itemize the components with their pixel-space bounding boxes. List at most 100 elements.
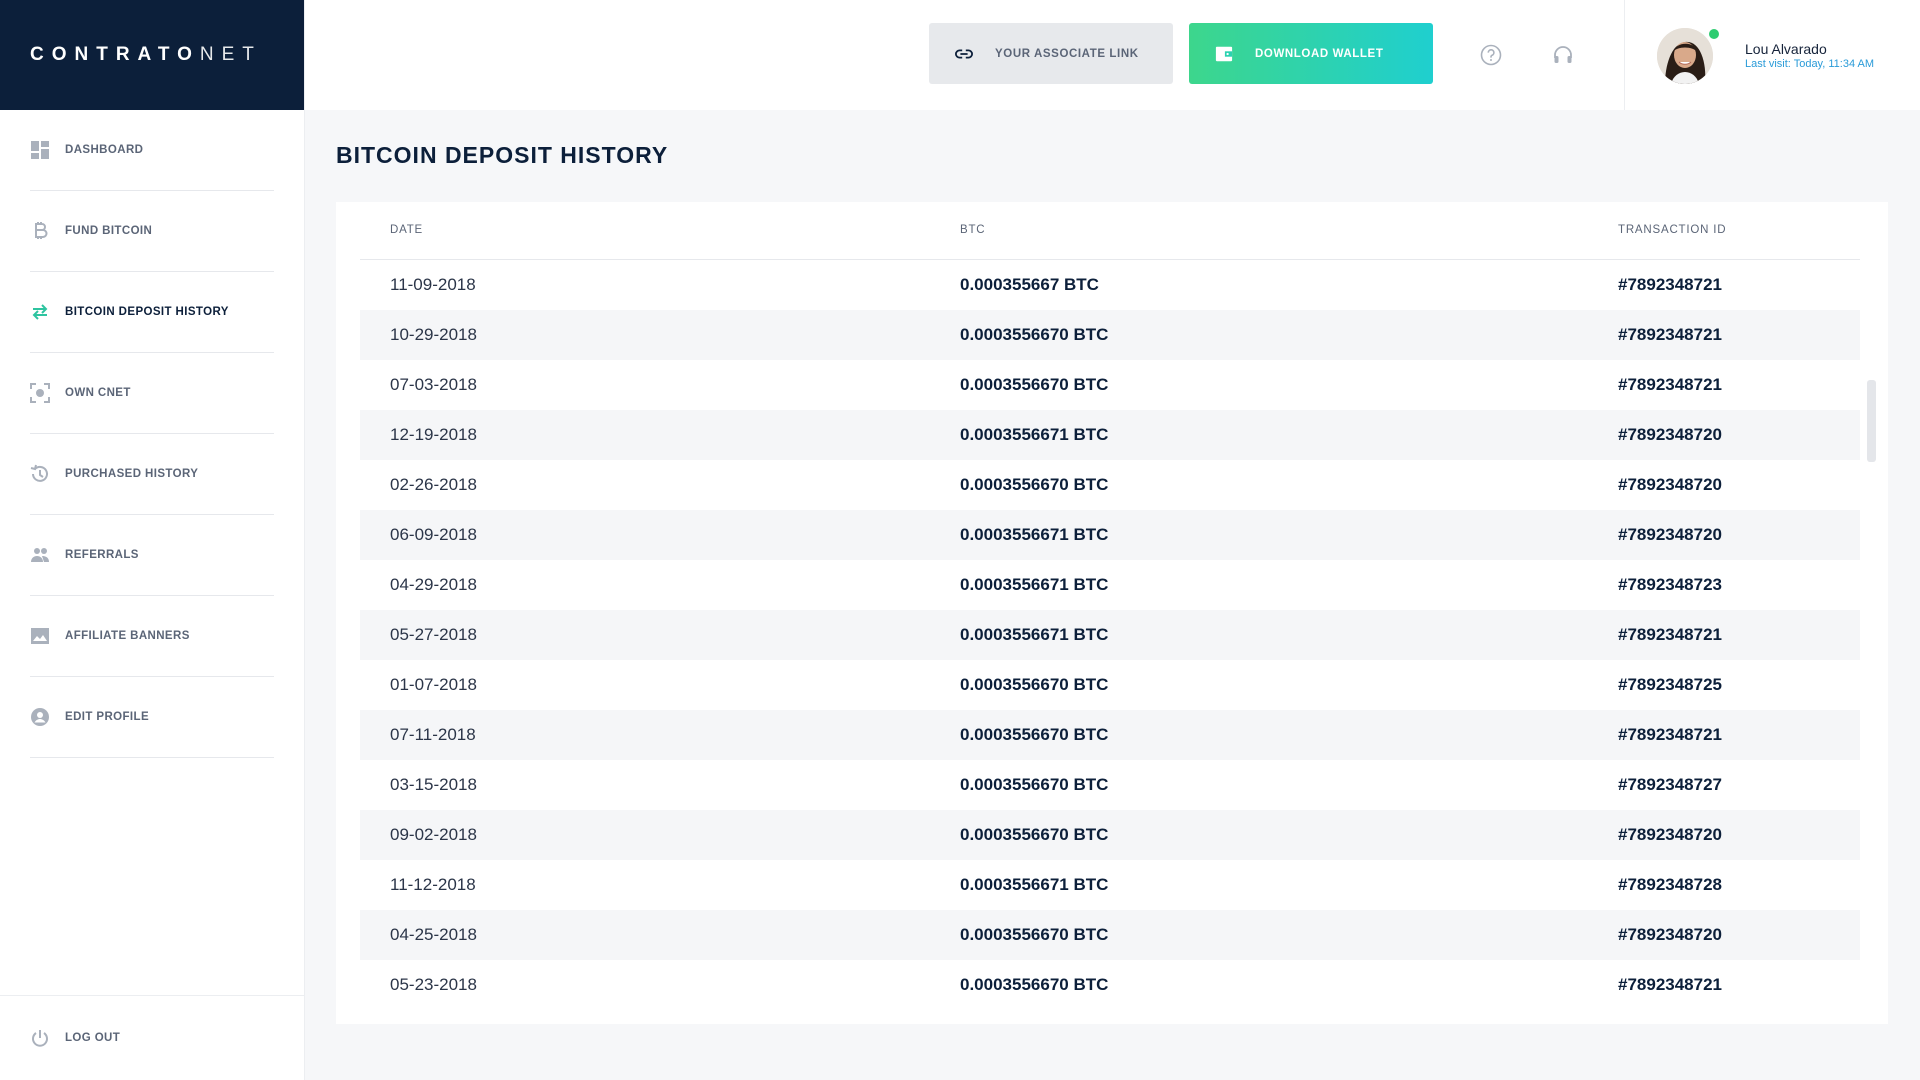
cell-transaction-id: #7892348721: [1618, 725, 1723, 744]
table-row[interactable]: 06-09-2018 0.0003556671 BTC #7892348720: [360, 510, 1860, 560]
people-icon: [30, 545, 50, 565]
cell-transaction-id: #7892348728: [1618, 875, 1723, 894]
table-row[interactable]: 11-12-2018 0.0003556671 BTC #7892348728: [360, 860, 1860, 910]
user-name: Lou Alvarado: [1745, 41, 1827, 57]
cell-btc: 0.0003556671 BTC: [960, 875, 1109, 894]
cell-btc: 0.0003556670 BTC: [960, 825, 1109, 844]
associate-link-label: YOUR ASSOCIATE LINK: [995, 47, 1139, 60]
cell-transaction-id: #7892348721: [1618, 975, 1723, 994]
associate-link-button[interactable]: YOUR ASSOCIATE LINK: [929, 23, 1173, 84]
cell-btc: 0.0003556670 BTC: [960, 325, 1109, 344]
table-row[interactable]: 10-29-2018 0.0003556670 BTC #7892348721: [360, 310, 1860, 360]
cell-btc: 0.000355667 BTC: [960, 275, 1099, 294]
cell-btc: 0.0003556670 BTC: [960, 925, 1109, 944]
cell-date: 09-02-2018: [390, 825, 477, 844]
cell-btc: 0.0003556670 BTC: [960, 475, 1109, 494]
sidebar-item-referrals[interactable]: REFERRALS: [30, 515, 274, 596]
cell-transaction-id: #7892348725: [1618, 675, 1723, 694]
table-row[interactable]: 03-15-2018 0.0003556670 BTC #7892348727: [360, 760, 1860, 810]
header-divider: [1624, 0, 1625, 110]
cell-btc: 0.0003556670 BTC: [960, 775, 1109, 794]
bitcoin-icon: [30, 221, 50, 241]
cell-transaction-id: #7892348721: [1618, 325, 1723, 344]
link-icon: [955, 45, 973, 63]
cell-date: 04-29-2018: [390, 575, 477, 594]
power-icon: [30, 1028, 50, 1048]
download-wallet-label: DOWNLOAD WALLET: [1255, 47, 1384, 60]
sidebar-item-dashboard[interactable]: DASHBOARD: [30, 110, 274, 191]
table-row[interactable]: 11-09-2018 0.000355667 BTC #7892348721: [360, 260, 1860, 310]
last-visit-text: Last visit: Today, 11:34 AM: [1745, 58, 1875, 70]
cell-date: 04-25-2018: [390, 925, 477, 944]
logout-label: LOG OUT: [65, 1032, 121, 1044]
cell-btc: 0.0003556671 BTC: [960, 575, 1109, 594]
column-header-btc[interactable]: BTC: [960, 224, 986, 236]
deposit-history-table: DATE BTC TRANSACTION ID 11-09-2018 0.0003…: [336, 202, 1888, 1024]
table-row[interactable]: 04-25-2018 0.0003556670 BTC #7892348720: [360, 910, 1860, 960]
column-header-transaction-id[interactable]: TRANSACTION ID: [1618, 224, 1727, 236]
top-header: YOUR ASSOCIATE LINK DOWNLOAD WALLET Lou …: [305, 0, 1920, 110]
column-header-date[interactable]: DATE: [390, 224, 424, 236]
cell-date: 05-23-2018: [390, 975, 477, 994]
focus-target-icon: [30, 383, 50, 403]
table-row[interactable]: 05-23-2018 0.0003556670 BTC #7892348721: [360, 960, 1860, 1010]
cell-date: 03-15-2018: [390, 775, 477, 794]
cell-transaction-id: #7892348723: [1618, 575, 1723, 594]
sidebar: CONTRATONET DASHBOARD FUND BITCOIN BITCO…: [0, 0, 305, 1080]
table-row[interactable]: 05-27-2018 0.0003556671 BTC #7892348721: [360, 610, 1860, 660]
brand-logo[interactable]: CONTRATONET: [0, 0, 304, 110]
cell-transaction-id: #7892348721: [1618, 625, 1723, 644]
cell-transaction-id: #7892348720: [1618, 475, 1723, 494]
transfer-arrows-icon: [30, 302, 50, 322]
image-icon: [30, 626, 50, 646]
cell-btc: 0.0003556671 BTC: [960, 625, 1109, 644]
table-row[interactable]: 07-11-2018 0.0003556670 BTC #7892348721: [360, 710, 1860, 760]
cell-transaction-id: #7892348727: [1618, 775, 1723, 794]
table-header: DATE BTC TRANSACTION ID: [360, 202, 1860, 260]
cell-date: 07-03-2018: [390, 375, 477, 394]
help-icon[interactable]: [1480, 44, 1502, 66]
sidebar-item-label: REFERRALS: [65, 549, 139, 561]
brand-wordmark: CONTRATONET: [30, 44, 262, 65]
cell-date: 01-07-2018: [390, 675, 477, 694]
online-status-indicator: [1707, 27, 1721, 41]
table-row[interactable]: 04-29-2018 0.0003556671 BTC #7892348723: [360, 560, 1860, 610]
sidebar-item-purchased-history[interactable]: PURCHASED HISTORY: [30, 434, 274, 515]
cell-date: 07-11-2018: [390, 725, 476, 744]
table-row[interactable]: 02-26-2018 0.0003556670 BTC #7892348720: [360, 460, 1860, 510]
cell-btc: 0.0003556671 BTC: [960, 425, 1109, 444]
sidebar-item-fund-bitcoin[interactable]: FUND BITCOIN: [30, 191, 274, 272]
sidebar-item-edit-profile[interactable]: EDIT PROFILE: [30, 677, 274, 758]
sidebar-item-affiliate-banners[interactable]: AFFILIATE BANNERS: [30, 596, 274, 677]
cell-transaction-id: #7892348720: [1618, 925, 1723, 944]
table-body: 11-09-2018 0.000355667 BTC #7892348721 10-…: [360, 260, 1860, 1010]
table-row[interactable]: 09-02-2018 0.0003556670 BTC #7892348720: [360, 810, 1860, 860]
table-row[interactable]: 07-03-2018 0.0003556670 BTC #7892348721: [360, 360, 1860, 410]
account-circle-icon: [30, 707, 50, 727]
sidebar-item-bitcoin-deposit-history[interactable]: BITCOIN DEPOSIT HISTORY: [30, 272, 274, 353]
cell-transaction-id: #7892348720: [1618, 425, 1723, 444]
sidebar-item-label: PURCHASED HISTORY: [65, 468, 199, 480]
cell-date: 06-09-2018: [390, 525, 477, 544]
table-scrollbar[interactable]: [1867, 380, 1876, 462]
cell-date: 02-26-2018: [390, 475, 477, 494]
sidebar-item-label: OWN CNET: [65, 387, 131, 399]
wallet-icon: [1215, 45, 1233, 63]
table-row[interactable]: 01-07-2018 0.0003556670 BTC #7892348725: [360, 660, 1860, 710]
sidebar-item-label: FUND BITCOIN: [65, 225, 153, 237]
sidebar-item-label: EDIT PROFILE: [65, 711, 150, 723]
cell-date: 12-19-2018: [390, 425, 477, 444]
download-wallet-button[interactable]: DOWNLOAD WALLET: [1189, 23, 1433, 84]
cell-transaction-id: #7892348720: [1618, 525, 1723, 544]
cell-btc: 0.0003556671 BTC: [960, 525, 1109, 544]
table-row[interactable]: 12-19-2018 0.0003556671 BTC #7892348720: [360, 410, 1860, 460]
cell-btc: 0.0003556670 BTC: [960, 975, 1109, 994]
cell-btc: 0.0003556670 BTC: [960, 725, 1109, 744]
cell-transaction-id: #7892348721: [1618, 375, 1723, 394]
cell-date: 10-29-2018: [390, 325, 477, 344]
headset-support-icon[interactable]: [1552, 44, 1574, 66]
cell-date: 11-12-2018: [390, 875, 476, 894]
avatar[interactable]: [1657, 28, 1713, 84]
logout-button[interactable]: LOG OUT: [0, 995, 304, 1080]
sidebar-item-own-cnet[interactable]: OWN CNET: [30, 353, 274, 434]
